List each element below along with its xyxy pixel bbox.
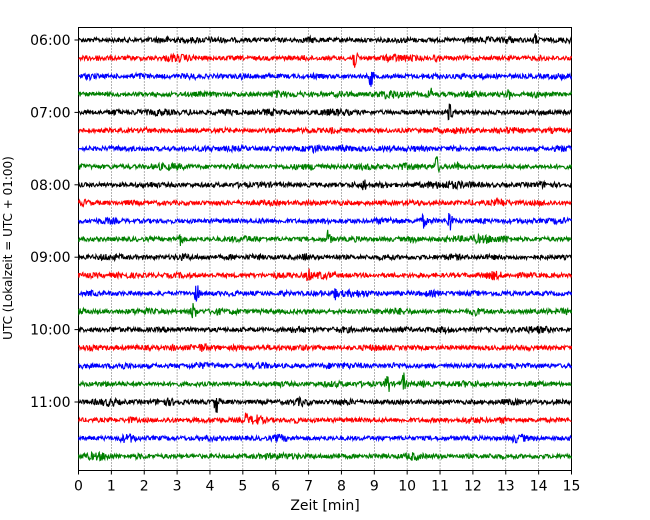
- x-tick-label: 7: [304, 479, 313, 495]
- x-tick-label: 6: [271, 479, 280, 495]
- trace-line: [77, 229, 572, 247]
- trace-line: [77, 303, 573, 319]
- y-axis-label: UTC (Lokalzeit = UTC + 01:00): [1, 156, 15, 340]
- x-tick-label: 9: [370, 479, 379, 495]
- x-axis-ticks: 0 1 2 3 4 5 6 7 8 9 10 11 12 13 14 15: [74, 470, 581, 495]
- trace-line: [78, 71, 573, 87]
- x-tick-label: 11: [431, 479, 449, 495]
- trace-line: [77, 87, 573, 100]
- x-tick-label: 0: [74, 479, 83, 495]
- x-tick-label: 4: [206, 479, 215, 495]
- x-tick-label: 15: [563, 479, 581, 495]
- x-tick-label: 3: [173, 479, 182, 495]
- trace-line: [78, 342, 573, 353]
- plot-frame: [78, 27, 572, 471]
- trace-line: [77, 33, 573, 45]
- x-tick-label: 2: [140, 479, 149, 495]
- trace-line: [78, 285, 573, 302]
- y-tick-label: 07:00: [30, 105, 70, 121]
- x-axis-label: Zeit [min]: [290, 498, 359, 514]
- trace-line: [77, 395, 573, 413]
- trace-line: [78, 103, 573, 121]
- trace-line: [77, 432, 572, 444]
- trace-line: [78, 325, 572, 336]
- x-tick-label: 5: [238, 479, 247, 495]
- trace-line: [78, 252, 573, 263]
- vertical-grid: [111, 27, 539, 471]
- x-tick-label: 14: [530, 479, 548, 495]
- trace-line: [77, 450, 573, 462]
- y-tick-label: 11:00: [30, 395, 70, 411]
- trace-line: [77, 268, 573, 282]
- x-tick-label: 10: [398, 479, 416, 495]
- trace-line: [78, 125, 572, 136]
- y-axis-ticks: 06:00 07:00 08:00 09:00 10:00 11:00: [30, 33, 79, 411]
- trace-line: [77, 412, 572, 426]
- y-tick-label: 09:00: [30, 250, 70, 266]
- trace-line: [78, 156, 573, 174]
- x-tick-label: 8: [337, 479, 346, 495]
- trace-line: [77, 212, 573, 231]
- y-tick-label: 10:00: [30, 323, 70, 339]
- trace-line: [78, 361, 573, 371]
- trace-line: [77, 196, 572, 208]
- x-tick-label: 12: [464, 479, 482, 495]
- trace-line: [78, 179, 573, 191]
- x-tick-label: 13: [497, 479, 515, 495]
- y-tick-label: 08:00: [30, 178, 70, 194]
- y-tick-label: 06:00: [30, 33, 70, 49]
- x-tick-label: 1: [107, 479, 116, 495]
- trace-line: [78, 51, 573, 68]
- trace-line: [78, 372, 572, 392]
- seismic-traces: [77, 33, 573, 462]
- trace-line: [77, 143, 573, 155]
